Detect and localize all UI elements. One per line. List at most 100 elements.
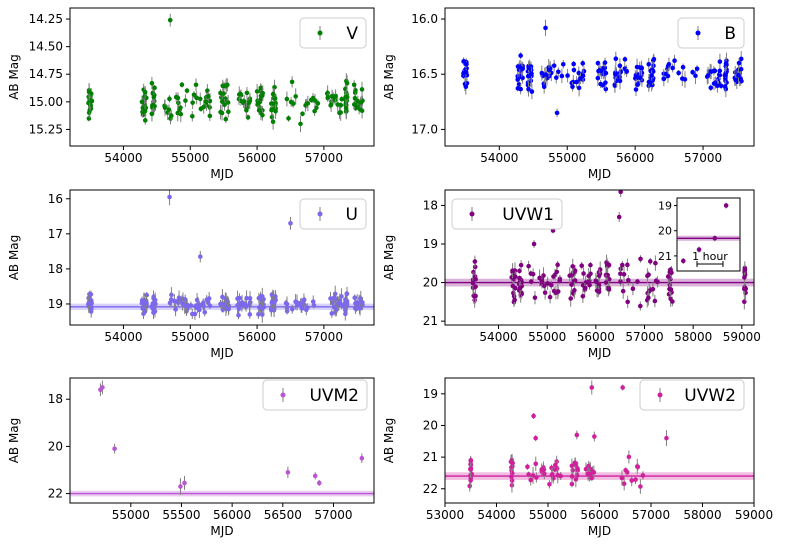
legend-box bbox=[299, 198, 367, 230]
data-point bbox=[576, 70, 582, 76]
data-point bbox=[178, 105, 183, 110]
data-point bbox=[329, 311, 335, 316]
legend-box bbox=[262, 379, 368, 411]
data-point bbox=[218, 90, 223, 96]
data-point bbox=[513, 274, 518, 279]
data-point bbox=[152, 85, 157, 91]
x-tick-label: 55000 bbox=[529, 508, 567, 522]
data-point bbox=[464, 61, 469, 67]
data-point bbox=[646, 295, 651, 301]
data-point bbox=[717, 59, 723, 64]
data-point bbox=[565, 73, 570, 78]
y-axis-label: AB Mag bbox=[7, 235, 21, 281]
x-tick-label: 55000 bbox=[112, 508, 150, 522]
legend-marker bbox=[317, 211, 323, 217]
data-point bbox=[667, 269, 673, 275]
axes-frame bbox=[444, 7, 755, 147]
data-point bbox=[468, 478, 473, 483]
data-point bbox=[223, 116, 229, 122]
data-point bbox=[618, 279, 623, 284]
legend-marker bbox=[317, 30, 323, 36]
data-point bbox=[513, 285, 518, 291]
data-point bbox=[141, 311, 146, 317]
legend-box bbox=[677, 17, 745, 49]
y-tick-label: 15.00 bbox=[29, 95, 63, 109]
data-point bbox=[602, 60, 608, 65]
data-point bbox=[595, 289, 601, 294]
data-point bbox=[206, 94, 211, 99]
data-point bbox=[571, 61, 576, 67]
data-point bbox=[672, 58, 677, 63]
data-point bbox=[331, 304, 337, 310]
data-point bbox=[149, 304, 155, 309]
x-tick-label: 53000 bbox=[426, 508, 464, 522]
data-point bbox=[633, 87, 639, 92]
data-point bbox=[509, 474, 514, 479]
data-point bbox=[613, 72, 618, 77]
data-point bbox=[682, 77, 688, 82]
data-point bbox=[647, 259, 653, 264]
plot-content bbox=[461, 19, 744, 118]
panel-b: 54000 55000 56000 57000 16.0 16.5 17.0 MJD AB Ma… bbox=[382, 7, 755, 181]
data-point bbox=[572, 278, 578, 283]
data-point bbox=[339, 96, 345, 102]
data-point bbox=[247, 312, 253, 317]
data-point bbox=[560, 61, 566, 67]
data-point bbox=[543, 25, 548, 31]
data-point bbox=[167, 96, 172, 102]
y-tick-label: 20 bbox=[423, 418, 438, 432]
data-point bbox=[162, 105, 168, 111]
data-point bbox=[301, 298, 307, 303]
data-point bbox=[717, 68, 723, 74]
data-point bbox=[655, 279, 660, 285]
data-point bbox=[255, 100, 261, 106]
data-point bbox=[512, 297, 517, 303]
data-point bbox=[525, 73, 531, 79]
data-point bbox=[716, 72, 722, 77]
data-point bbox=[468, 466, 473, 472]
data-point bbox=[528, 279, 534, 284]
data-point bbox=[88, 292, 94, 297]
x-tick-label: 57000 bbox=[625, 330, 663, 344]
data-point bbox=[694, 66, 700, 72]
x-tick-label: 56000 bbox=[213, 508, 251, 522]
data-point bbox=[622, 57, 628, 62]
plot-content bbox=[445, 380, 754, 494]
axes-frame bbox=[69, 189, 375, 326]
data-point bbox=[333, 94, 338, 99]
y-tick-label: 19 bbox=[423, 387, 438, 401]
data-point bbox=[664, 435, 669, 441]
data-point bbox=[142, 118, 148, 123]
inset-point bbox=[696, 247, 702, 252]
data-point bbox=[742, 267, 748, 272]
data-point bbox=[541, 283, 547, 289]
data-point bbox=[553, 75, 559, 80]
data-point bbox=[260, 93, 265, 98]
data-point bbox=[581, 69, 587, 74]
data-point bbox=[526, 86, 531, 92]
data-point bbox=[667, 286, 672, 292]
y-tick-label: 22 bbox=[423, 482, 438, 496]
x-tick-label: 57000 bbox=[684, 151, 722, 165]
data-point bbox=[200, 300, 206, 306]
y-axis-label: AB Mag bbox=[7, 418, 21, 464]
x-tick-label: 56000 bbox=[238, 330, 276, 344]
data-point bbox=[139, 300, 145, 306]
data-point bbox=[579, 263, 585, 269]
data-point bbox=[256, 108, 262, 113]
data-point bbox=[531, 241, 537, 247]
data-point bbox=[597, 267, 603, 272]
x-tick-label: 56000 bbox=[238, 151, 276, 165]
data-point bbox=[638, 303, 643, 309]
data-point bbox=[583, 466, 589, 472]
x-tick-label: 57000 bbox=[632, 508, 670, 522]
data-point bbox=[221, 302, 227, 308]
data-point bbox=[309, 97, 314, 103]
data-point bbox=[338, 102, 344, 108]
data-point bbox=[528, 477, 534, 483]
plot-content bbox=[70, 380, 374, 497]
data-point bbox=[173, 307, 178, 312]
data-point bbox=[551, 274, 556, 279]
y-tick-label: 18 bbox=[48, 392, 63, 406]
y-tick-label: 15.25 bbox=[29, 122, 63, 136]
